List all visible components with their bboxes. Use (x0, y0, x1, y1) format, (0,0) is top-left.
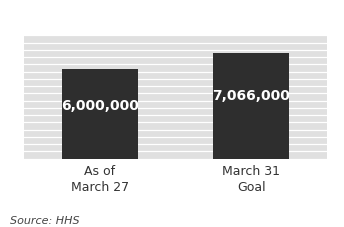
Bar (62, 69, 138, 159)
Text: Source: HHS: Source: HHS (10, 215, 80, 225)
Text: Obamacare Enrollment: Obamacare Enrollment (74, 20, 270, 35)
Bar (213, 53, 289, 159)
Text: 7,066,000: 7,066,000 (212, 89, 290, 103)
Text: 6,000,000: 6,000,000 (61, 98, 139, 112)
